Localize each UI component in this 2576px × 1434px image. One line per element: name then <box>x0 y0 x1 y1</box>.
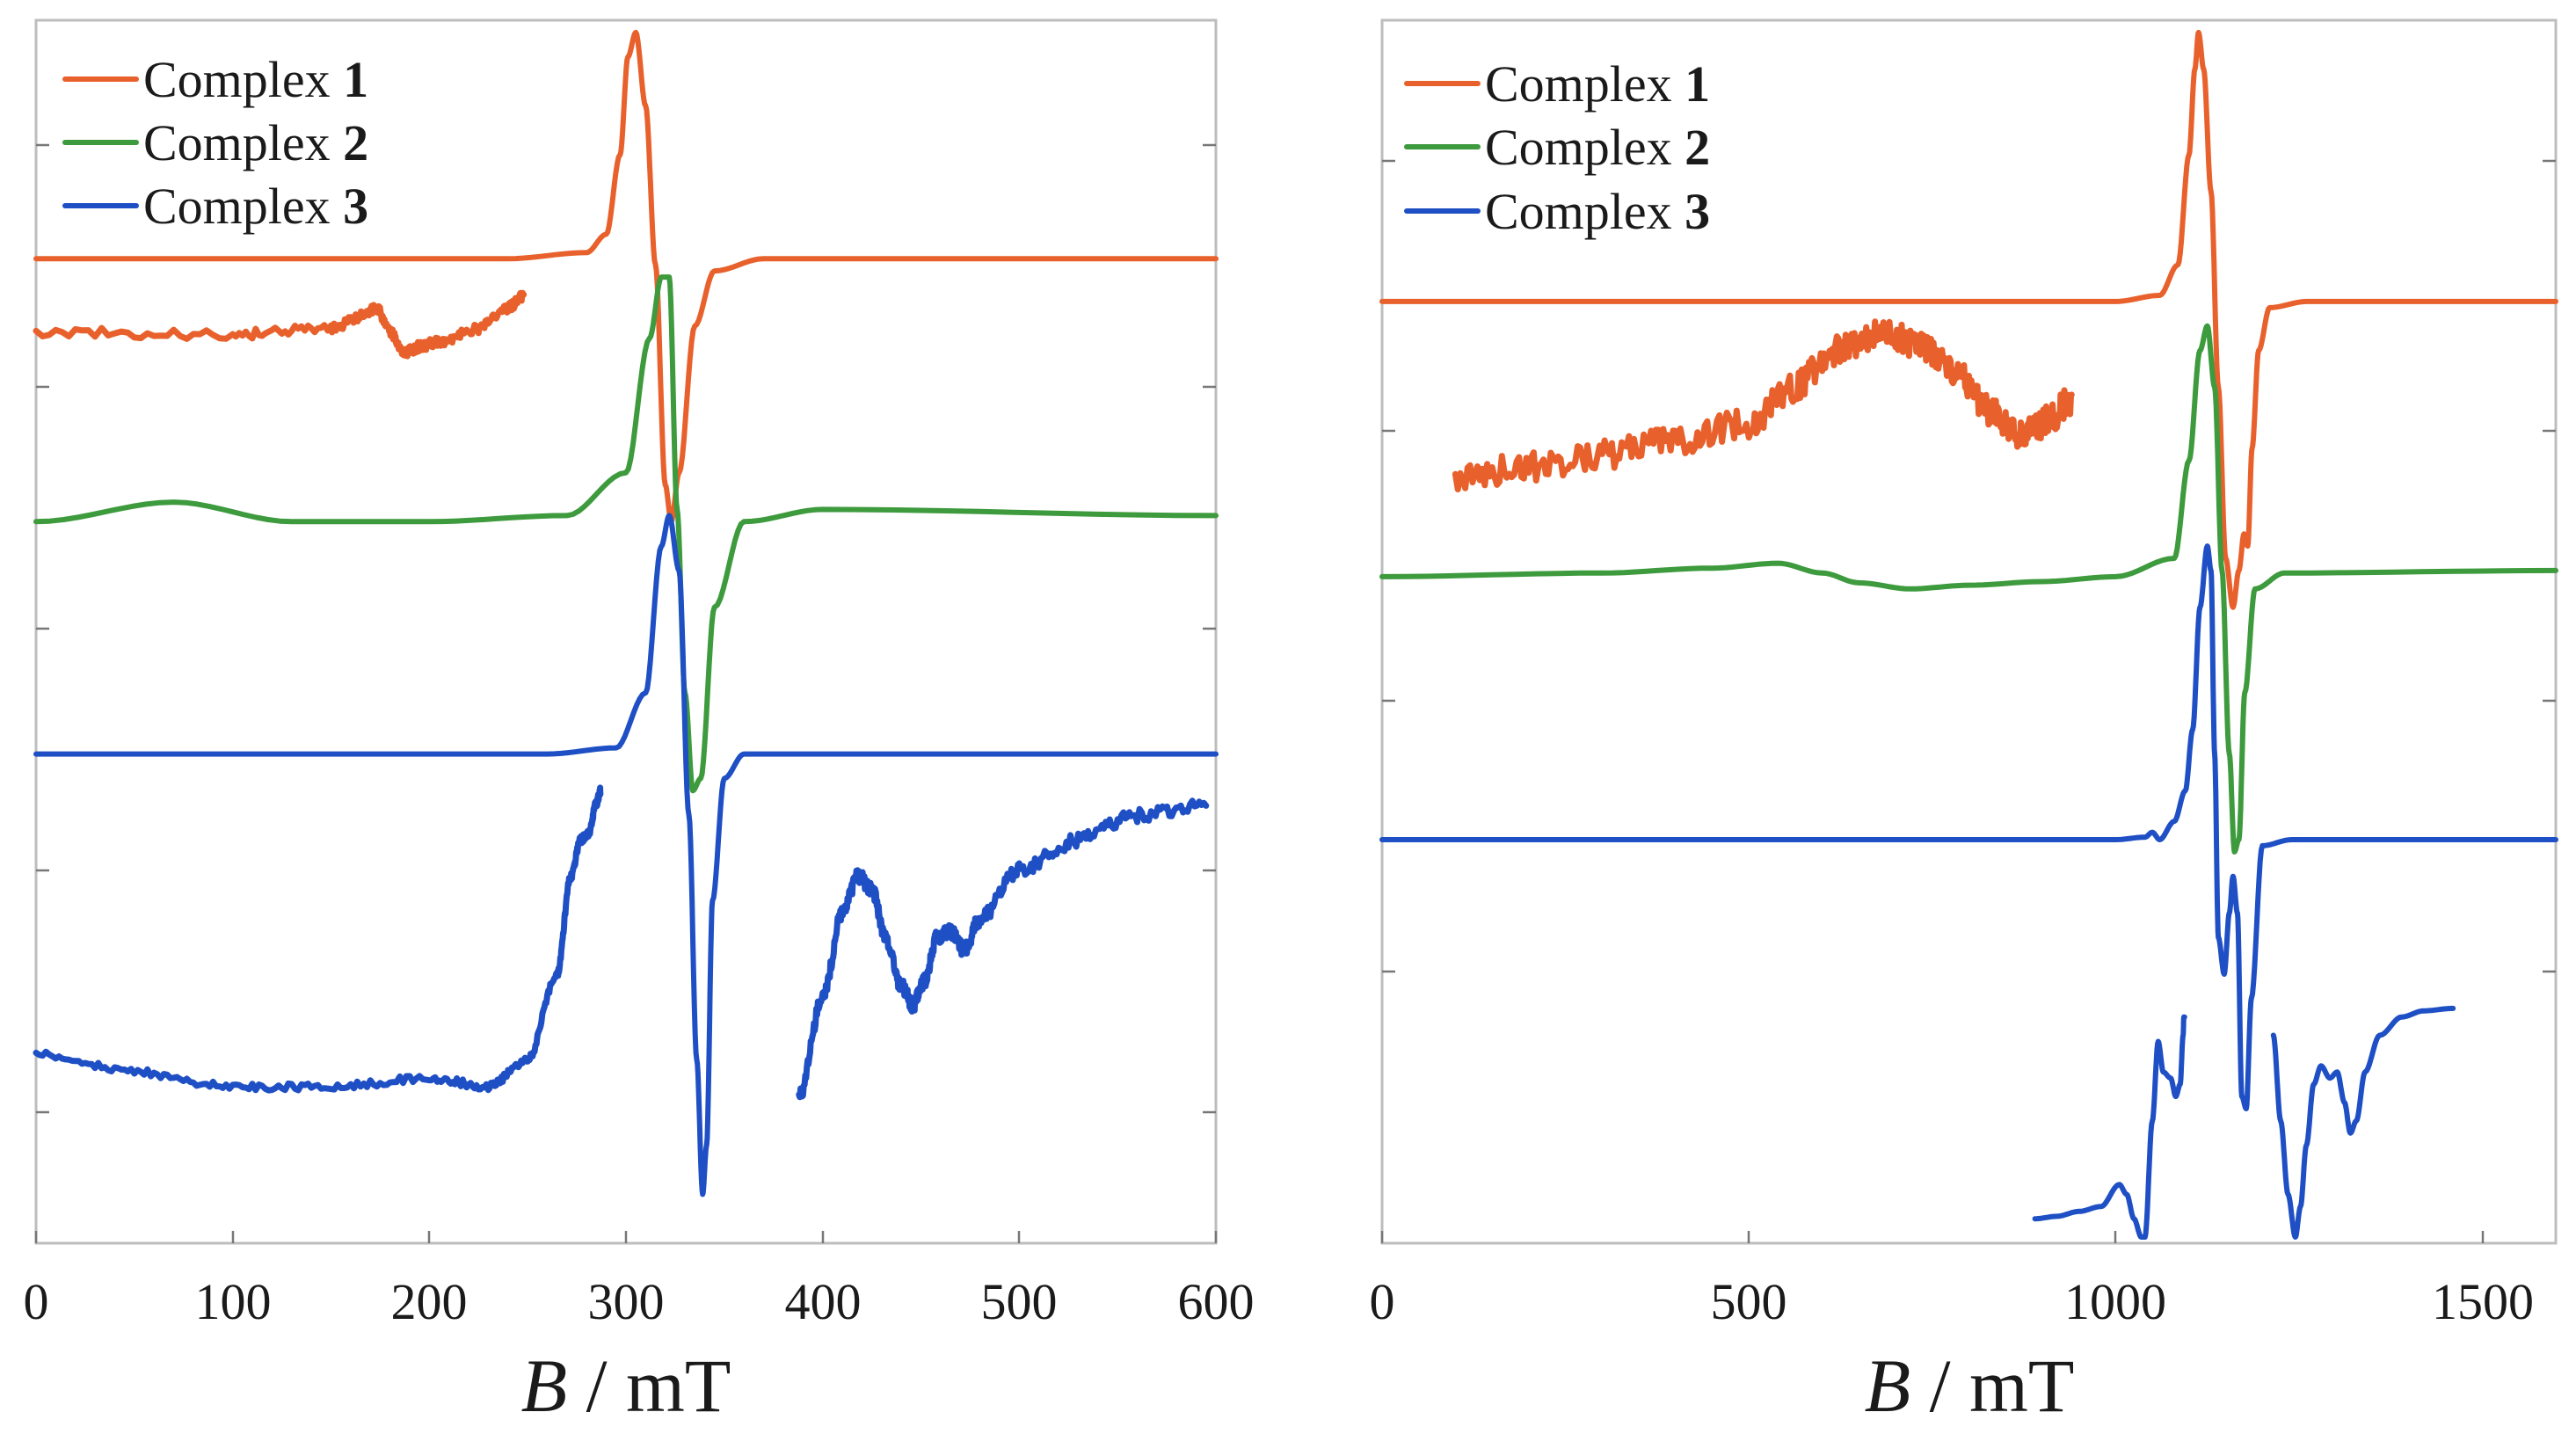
x-tick-label: 500 <box>1711 1273 1787 1330</box>
x-axis-title-right: B / mT <box>1865 1343 2075 1428</box>
chart-left: 0 100 200 300 400 500 600 B / mT Complex… <box>24 18 1255 1428</box>
x-tick-label: 0 <box>24 1273 49 1330</box>
x-tick-label: 1000 <box>2064 1273 2166 1330</box>
series-group-right <box>1379 29 2558 1240</box>
x-tick-label: 400 <box>785 1273 862 1330</box>
chart-right: 0 500 1000 1500 B / mT Complex 1 Complex… <box>1370 18 2558 1428</box>
series-right-complex-1 <box>1379 29 2558 610</box>
x-tick-label: 200 <box>391 1273 468 1330</box>
x-axis-symbol: B <box>521 1343 568 1428</box>
legend-label-complex-1: Complex 1 <box>1485 55 1710 113</box>
series-left-complex-2 <box>33 274 1219 794</box>
series-right-complex-3 <box>1379 543 2558 1111</box>
legend-label-complex-3: Complex 3 <box>1485 183 1710 240</box>
series-left-complex-1 <box>33 29 1219 525</box>
legend-left: Complex 1 Complex 2 Complex 3 <box>62 51 368 235</box>
series-right-complex-1-expanded <box>1452 318 2075 492</box>
x-tick-label: 1500 <box>2432 1273 2534 1330</box>
series-group-left <box>33 29 1219 1197</box>
x-tick-label: 600 <box>1178 1273 1255 1330</box>
legend-right: Complex 1 Complex 2 Complex 3 <box>1404 55 1710 240</box>
x-tick-label: 500 <box>981 1273 1058 1330</box>
plot-frame-right <box>1380 18 2558 1245</box>
x-axis-title-left: B / mT <box>521 1343 731 1428</box>
left-x-tick-labels: 0 100 200 300 400 500 600 <box>24 1273 1255 1330</box>
legend-label-complex-3: Complex 3 <box>143 178 368 235</box>
x-axis-symbol: B <box>1865 1343 1911 1428</box>
x-axis-unit: / mT <box>1910 1343 2074 1428</box>
series-left-complex-3 <box>33 513 1219 1197</box>
legend-label-complex-1: Complex 1 <box>143 51 368 108</box>
left-ticks <box>34 143 1218 1243</box>
legend-label-complex-2: Complex 2 <box>1485 119 1710 176</box>
x-axis-unit: / mT <box>567 1343 731 1428</box>
series-right-complex-3-expanded <box>2032 1014 2187 1240</box>
x-tick-label: 100 <box>195 1273 272 1330</box>
series-right-complex-3-expanded-right <box>2270 1005 2456 1240</box>
series-left-complex-1-expanded <box>33 289 528 360</box>
x-tick-label: 300 <box>588 1273 665 1330</box>
right-ticks <box>1380 159 2556 1243</box>
series-left-complex-3-expanded-high-field <box>796 797 1210 1101</box>
x-tick-label: 0 <box>1370 1273 1395 1330</box>
legend-label-complex-2: Complex 2 <box>143 114 368 171</box>
right-x-tick-labels: 0 500 1000 1500 <box>1370 1273 2535 1330</box>
series-left-complex-3-expanded-low-field <box>33 784 604 1094</box>
series-right-complex-2 <box>1379 323 2558 855</box>
